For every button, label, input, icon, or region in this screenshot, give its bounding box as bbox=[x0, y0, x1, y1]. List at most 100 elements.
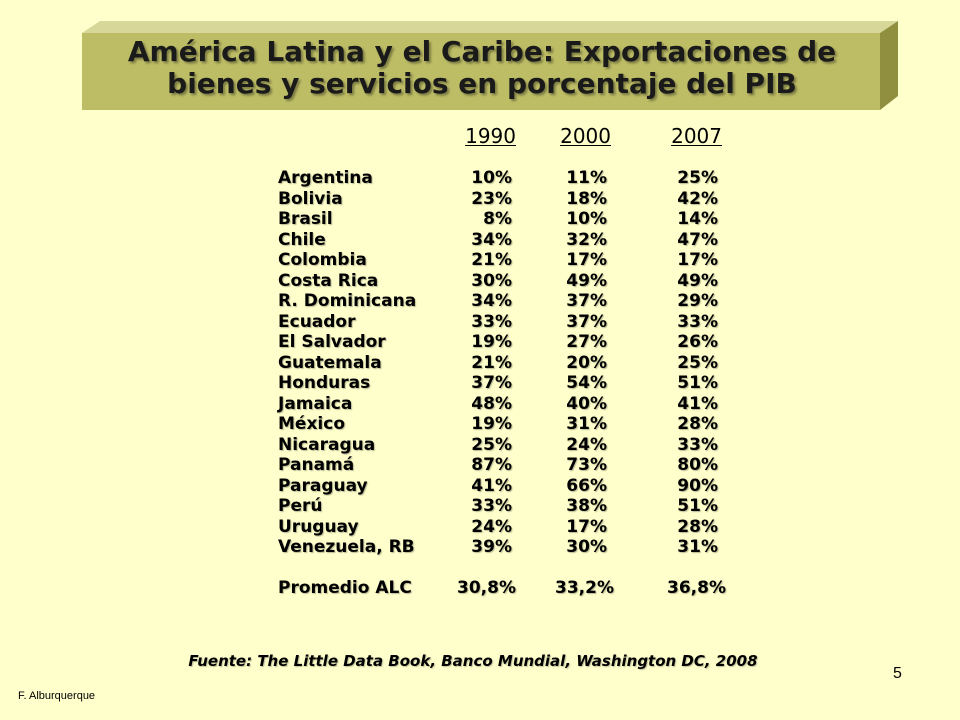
country-name: Uruguay bbox=[278, 516, 359, 537]
value-1990: 19% bbox=[471, 414, 512, 434]
value-1990: 23% bbox=[471, 188, 512, 209]
value-2000: 40% bbox=[566, 393, 607, 414]
average-1990: 30,8% bbox=[457, 578, 516, 598]
value-2000: 27% bbox=[566, 332, 607, 352]
page-number: 5 bbox=[893, 665, 902, 682]
value-1990: 34% bbox=[471, 291, 512, 311]
banner-front-face bbox=[82, 33, 880, 110]
value-2000: 17% bbox=[566, 250, 607, 270]
value-2000: 73% bbox=[566, 455, 607, 475]
value-1990: 24% bbox=[471, 516, 512, 537]
value-2007: 28% bbox=[677, 414, 718, 434]
banner-top-face bbox=[82, 21, 898, 33]
country-table: Argentina 10% 11% 25% Bolivia 23% 18% 42% Brasil… bbox=[0, 168, 960, 558]
value-1990: 39% bbox=[471, 537, 512, 557]
country-name: Argentina bbox=[278, 168, 373, 188]
table-row: Paraguay 41% 66% 90% bbox=[0, 476, 960, 497]
value-1990: 21% bbox=[471, 352, 512, 373]
country-name: México bbox=[278, 414, 345, 434]
value-2007: 28% bbox=[677, 516, 718, 537]
value-1990: 41% bbox=[471, 475, 512, 496]
table-row: El Salvador 19% 27% 26% bbox=[0, 332, 960, 353]
country-name: Perú bbox=[278, 496, 323, 516]
table-row: México 19% 31% 28% bbox=[0, 414, 960, 435]
value-2007: 33% bbox=[677, 434, 718, 455]
value-2007: 49% bbox=[677, 270, 718, 291]
value-1990: 48% bbox=[471, 393, 512, 414]
value-2007: 33% bbox=[677, 311, 718, 332]
value-2000: 20% bbox=[566, 352, 607, 373]
value-2000: 10% bbox=[566, 209, 607, 229]
value-2007: 41% bbox=[677, 393, 718, 414]
title-line-1: América Latina y el Caribe: Exportacione… bbox=[127, 35, 837, 68]
table-row: Colombia 21% 17% 17% bbox=[0, 250, 960, 271]
table-row: Honduras 37% 54% 51% bbox=[0, 373, 960, 394]
value-2007: 31% bbox=[677, 537, 718, 557]
table-row: Perú 33% 38% 51% bbox=[0, 496, 960, 517]
country-name: Brasil bbox=[278, 209, 333, 229]
year-header-2000: 2000 bbox=[560, 124, 611, 148]
value-2007: 51% bbox=[677, 496, 718, 516]
average-label: Promedio ALC bbox=[278, 578, 412, 598]
country-name: Panamá bbox=[278, 455, 355, 475]
table-row: Bolivia 23% 18% 42% bbox=[0, 189, 960, 210]
value-2007: 14% bbox=[677, 209, 718, 229]
value-2000: 54% bbox=[566, 373, 607, 393]
country-name: Paraguay bbox=[278, 475, 368, 496]
table-row: Uruguay 24% 17% 28% bbox=[0, 517, 960, 538]
value-2007: 47% bbox=[677, 229, 718, 250]
value-2007: 25% bbox=[677, 352, 718, 373]
value-1990: 25% bbox=[471, 434, 512, 455]
source-note: Fuente: The Little Data Book, Banco Mund… bbox=[188, 652, 758, 670]
value-2000: 37% bbox=[566, 311, 607, 332]
title-banner: América Latina y el Caribe: Exportacione… bbox=[0, 0, 960, 120]
table-row: Panamá 87% 73% 80% bbox=[0, 455, 960, 476]
value-2000: 38% bbox=[566, 496, 607, 516]
country-name: Venezuela, RB bbox=[278, 537, 415, 557]
value-2000: 37% bbox=[566, 291, 607, 311]
slide-title: América Latina y el Caribe: Exportacione… bbox=[82, 36, 882, 100]
year-header-2007: 2007 bbox=[671, 124, 722, 148]
value-1990: 34% bbox=[471, 229, 512, 250]
value-1990: 87% bbox=[471, 455, 512, 475]
banner-3d-shape bbox=[82, 21, 898, 110]
value-2007: 26% bbox=[677, 332, 718, 352]
country-name: Jamaica bbox=[278, 393, 353, 414]
table-row: Venezuela, RB 39% 30% 31% bbox=[0, 537, 960, 558]
value-1990: 30% bbox=[471, 270, 512, 291]
value-2000: 31% bbox=[566, 414, 607, 434]
value-2007: 29% bbox=[677, 291, 718, 311]
value-2000: 24% bbox=[566, 434, 607, 455]
value-1990: 8% bbox=[483, 209, 512, 229]
value-2000: 17% bbox=[566, 516, 607, 537]
value-2000: 11% bbox=[566, 168, 607, 188]
value-1990: 19% bbox=[471, 332, 512, 352]
country-name: Bolivia bbox=[278, 188, 343, 209]
value-2007: 51% bbox=[677, 373, 718, 393]
country-name: Colombia bbox=[278, 250, 367, 270]
year-header-row: 1990 2000 2007 bbox=[0, 124, 960, 150]
value-2000: 30% bbox=[566, 537, 607, 557]
table-row: Guatemala 21% 20% 25% bbox=[0, 353, 960, 374]
country-name: Nicaragua bbox=[278, 434, 376, 455]
country-name: Costa Rica bbox=[278, 270, 379, 291]
table-row: Chile 34% 32% 47% bbox=[0, 230, 960, 251]
year-header-1990: 1990 bbox=[465, 124, 516, 148]
value-1990: 37% bbox=[471, 373, 512, 393]
value-2007: 80% bbox=[677, 455, 718, 475]
average-row: Promedio ALC 30,8% 33,2% 36,8% bbox=[0, 578, 960, 600]
average-2000: 33,2% bbox=[555, 578, 614, 598]
average-2007: 36,8% bbox=[667, 578, 726, 598]
country-name: El Salvador bbox=[278, 332, 386, 352]
value-2007: 42% bbox=[677, 188, 718, 209]
table-row: Ecuador 33% 37% 33% bbox=[0, 312, 960, 333]
value-2000: 32% bbox=[566, 229, 607, 250]
author-footer: F. Alburquerque bbox=[18, 690, 96, 702]
value-2007: 25% bbox=[677, 168, 718, 188]
country-name: Ecuador bbox=[278, 311, 356, 332]
banner-side-face bbox=[880, 21, 898, 110]
table-row: Nicaragua 25% 24% 33% bbox=[0, 435, 960, 456]
value-1990: 33% bbox=[471, 496, 512, 516]
table-row: Argentina 10% 11% 25% bbox=[0, 168, 960, 189]
country-name: Chile bbox=[278, 229, 326, 250]
